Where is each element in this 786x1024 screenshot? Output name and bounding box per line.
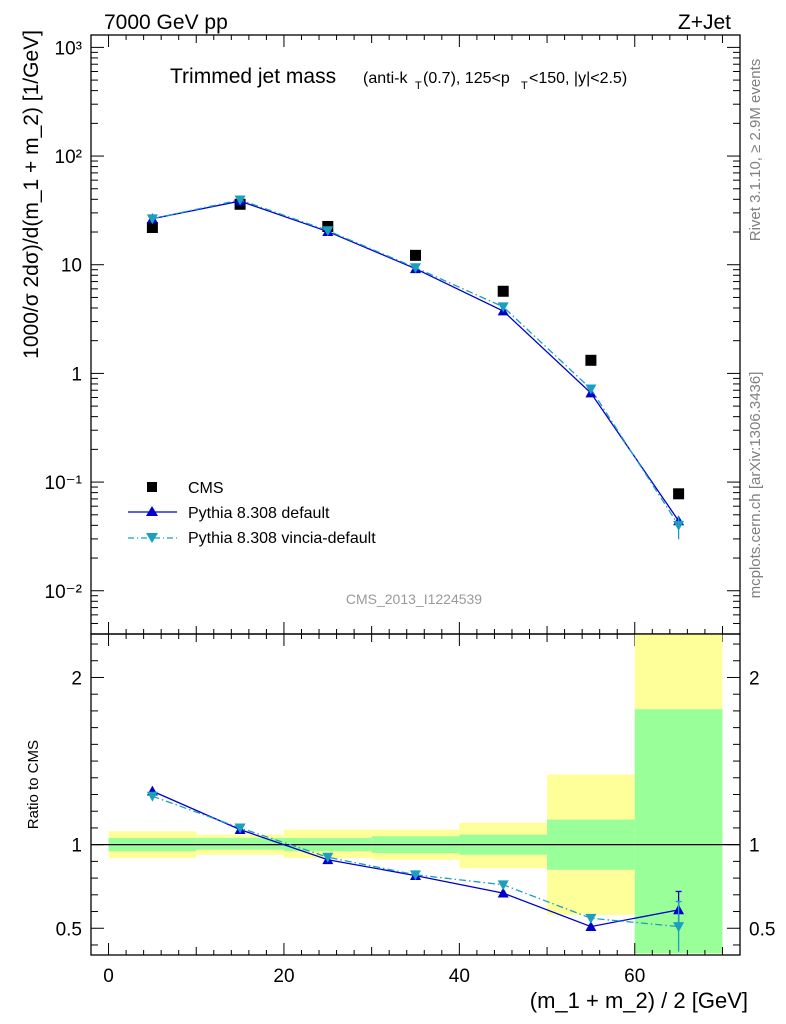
ratio-panel: 0 20 40 60 0.5 0.5 1 1 2 2 [56,633,775,987]
vincia-point [497,302,509,313]
y-tick-label: 10² [55,147,82,168]
vincia-point [234,195,246,206]
ratio-point-vincia [234,823,246,834]
cms-data-point [673,488,685,500]
cms-data-point [410,249,421,261]
legend-vincia-marker [146,533,158,543]
mcplots-source-label: mcplots.cern.ch [arXiv:1306.3436] [747,372,764,599]
uncertainty-band-inner [196,837,284,850]
vincia-line [152,199,680,526]
ratio-point-vincia [146,791,158,802]
y-tick-label: 10³ [55,38,82,59]
legend-cms-marker [147,482,157,492]
legend: CMS Pythia 8.308 default Pythia 8.308 vi… [128,480,376,547]
top-y-axis-label: 1000/σ 2dσ)/d(m_1 + m_2) [1/GeV] [20,30,43,359]
ratio-point-vincia [673,922,685,933]
title-cut-3: <150, |y|<2.5) [529,70,627,87]
analysis-watermark: CMS_2013_I1224539 [346,591,482,607]
ratio-tick-label-left: 2 [71,668,82,689]
x-axis-label: (m_1 + m_2) / 2 [GeV] [530,988,748,1013]
y-tick-label: 10⁻² [45,582,83,603]
default-line [152,200,680,522]
title-main: Trimmed jet mass [170,65,336,88]
cms-data-point [585,354,597,366]
title-cut-2: (0.7), 125<p [423,70,510,87]
x-tick-label: 20 [273,966,294,987]
title-sub-t-2: T [521,80,528,92]
header-right: Z+Jet [678,11,731,34]
header-left: 7000 GeV pp [104,11,228,34]
legend-vincia-label: Pythia 8.308 vincia-default [188,530,376,547]
x-tick-label: 40 [449,966,470,987]
ratio-point-vincia [585,913,597,924]
ratio-point-vincia [322,852,334,863]
title-sub-t-1: T [415,80,422,92]
y-tick-label: 10 [61,256,82,277]
ratio-tick-label-right: 0.5 [749,919,775,940]
x-tick-label: 60 [624,966,645,987]
x-tick-label: 0 [103,966,114,987]
title-cut-1: (anti-k [363,70,408,87]
plot-title: Trimmed jet mass (anti-k T (0.7), 125<p … [170,65,627,92]
ratio-point-default [497,887,509,898]
legend-default-marker [146,506,158,516]
rivet-version-label: Rivet 3.1.10, ≥ 2.9M events [747,59,764,242]
legend-default-label: Pythia 8.308 default [188,505,330,522]
top-panel: 10⁻² 10⁻¹ 1 10 10² 10³ [45,34,741,646]
bottom-y-axis-label: Ratio to CMS [25,740,42,829]
y-tick-label: 1 [71,364,82,385]
vincia-point [322,226,334,237]
ratio-tick-label-right: 1 [749,836,760,857]
legend-cms-label: CMS [188,480,224,497]
cms-data-point [497,285,509,297]
ratio-tick-label-left: 0.5 [56,919,82,940]
ratio-point-vincia [497,880,509,891]
cms-data-point [146,222,158,234]
ratio-tick-label-left: 1 [71,836,82,857]
y-tick-label: 10⁻¹ [45,473,83,494]
ratio-point-vincia [410,870,421,881]
vincia-point [146,214,158,225]
ratio-tick-label-right: 2 [749,668,760,689]
ratio-point-default [585,921,597,931]
vincia-point [585,384,597,395]
vincia-point [410,263,421,274]
